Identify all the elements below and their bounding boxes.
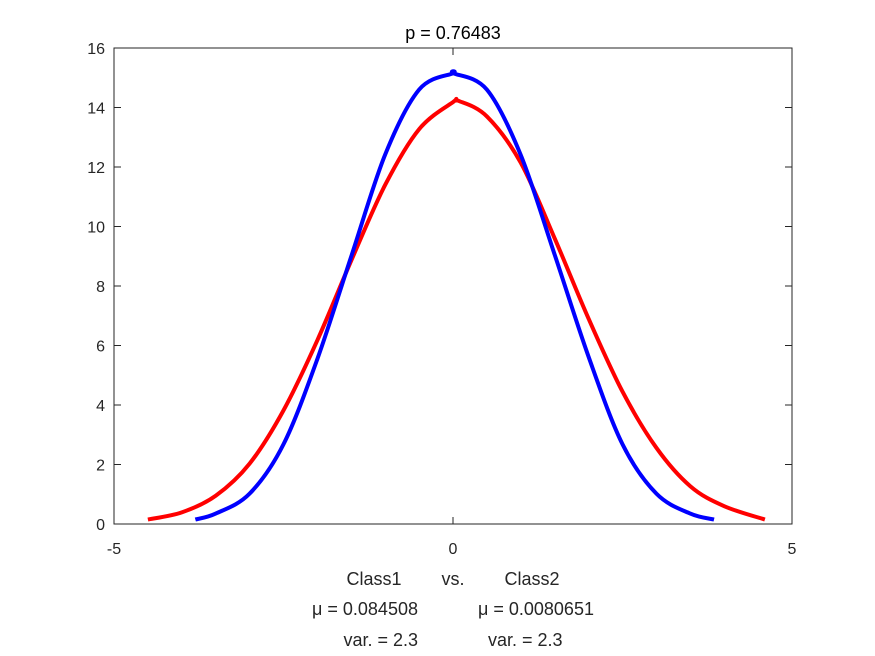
x-tick-label: 0 xyxy=(449,541,458,558)
y-tick-label: 16 xyxy=(87,41,105,58)
y-tick-label: 2 xyxy=(96,458,105,475)
series-line-1 xyxy=(147,96,766,522)
y-tick-label: 12 xyxy=(87,160,105,177)
y-tick-label: 8 xyxy=(96,279,105,296)
series-layer xyxy=(147,69,766,522)
x-tick-label: -5 xyxy=(107,541,121,558)
y-tick-label: 4 xyxy=(96,398,105,415)
y-tick-label: 6 xyxy=(96,339,105,356)
y-tick-label: 14 xyxy=(87,101,105,118)
series-line-2 xyxy=(194,69,715,522)
chart-title: p = 0.76483 xyxy=(405,23,501,43)
xlabel-line-3: var. = 2.3 var. = 2.3 xyxy=(343,630,562,650)
y-tick-label: 10 xyxy=(87,220,105,237)
xlabel-line-1: Class1 vs. Class2 xyxy=(346,569,559,589)
xlabel-line-2: μ = 0.084508 μ = 0.0080651 xyxy=(312,599,594,619)
x-tick-label: 5 xyxy=(788,541,797,558)
y-tick-label: 0 xyxy=(96,517,105,534)
